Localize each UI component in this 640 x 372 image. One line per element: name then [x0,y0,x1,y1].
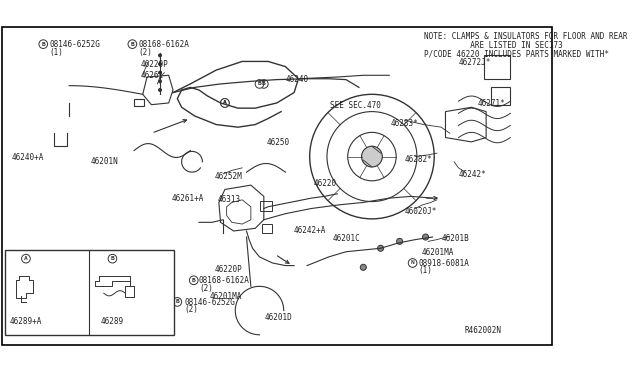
Text: A: A [223,100,227,105]
Text: N: N [411,260,415,266]
Circle shape [128,40,137,48]
Text: 46289+A: 46289+A [10,317,42,326]
Text: A: A [24,256,28,261]
Circle shape [221,99,229,107]
Text: 46282*: 46282* [405,155,433,164]
Text: 08146-6252G: 08146-6252G [49,40,100,49]
Text: A: A [223,100,227,105]
Text: ARE LISTED IN SEC173: ARE LISTED IN SEC173 [424,41,563,50]
Text: 46240: 46240 [285,75,308,84]
Circle shape [408,259,417,267]
Text: NOTE: CLAMPS & INSULATORS FOR FLOOR AND REAR: NOTE: CLAMPS & INSULATORS FOR FLOOR AND … [424,32,627,41]
Circle shape [108,254,116,263]
Text: (2): (2) [184,305,198,314]
Text: (2): (2) [138,48,152,57]
Text: SEE SEC.470: SEE SEC.470 [330,101,381,110]
Text: 08168-6162A: 08168-6162A [138,40,189,49]
Text: P/CODE 46220 INCLUDES PARTS MARKED WITH*: P/CODE 46220 INCLUDES PARTS MARKED WITH* [424,49,609,58]
Circle shape [378,245,383,251]
Text: B: B [111,256,115,261]
Circle shape [348,132,396,181]
Text: 46313: 46313 [218,195,241,203]
Circle shape [259,80,268,88]
Text: 46020J*: 46020J* [405,207,437,216]
Text: 46201MA: 46201MA [422,248,454,257]
Text: (1): (1) [419,266,433,275]
Text: B: B [262,81,266,86]
Circle shape [189,276,198,285]
Circle shape [173,298,182,306]
Circle shape [159,80,161,83]
Bar [259,201,273,211]
Text: 46220: 46220 [313,179,336,188]
Circle shape [422,234,429,240]
Text: 46201B: 46201B [441,234,469,243]
Text: 08918-6081A: 08918-6081A [419,259,470,268]
Bar [262,224,273,233]
Text: R462002N: R462002N [465,326,502,335]
Text: 46289: 46289 [101,317,124,326]
Bar [5,250,174,335]
Text: B: B [175,299,179,304]
Text: 46261+A: 46261+A [172,194,204,203]
Bar [134,99,145,106]
Text: (1): (1) [49,48,63,57]
Circle shape [362,146,382,167]
Circle shape [39,40,47,48]
Text: 46271*: 46271* [477,99,505,108]
Text: (2): (2) [199,284,213,293]
Circle shape [159,71,161,74]
Circle shape [397,238,403,244]
Text: B: B [131,42,134,46]
Circle shape [327,112,417,202]
Text: B: B [42,42,45,46]
Text: 46261: 46261 [140,71,163,80]
Circle shape [360,264,366,270]
Circle shape [310,94,434,219]
Circle shape [22,254,30,263]
Text: 08168-6162A: 08168-6162A [199,276,250,285]
Text: 46272J*: 46272J* [458,58,491,67]
Text: 46283*: 46283* [391,119,419,128]
Text: B: B [192,278,196,283]
Circle shape [221,99,229,107]
Text: 46250: 46250 [266,138,289,147]
Text: B: B [258,81,261,86]
Text: 46201C: 46201C [333,234,361,243]
Bar [492,87,510,105]
Bar [484,55,510,79]
Text: 46201N: 46201N [91,157,118,166]
Text: 46240+A: 46240+A [12,153,45,162]
Circle shape [159,89,161,91]
Text: 46242*: 46242* [458,170,486,179]
Circle shape [159,54,161,57]
Circle shape [255,80,264,88]
Text: 46201D: 46201D [265,313,292,322]
Text: 46201MA: 46201MA [209,292,242,301]
Circle shape [159,63,161,65]
Text: 46252M: 46252M [214,172,243,181]
Text: 08146-6252G: 08146-6252G [184,298,235,307]
Text: 46220P: 46220P [140,60,168,69]
Text: 46242+A: 46242+A [294,226,326,235]
Text: 46220P: 46220P [214,265,243,274]
